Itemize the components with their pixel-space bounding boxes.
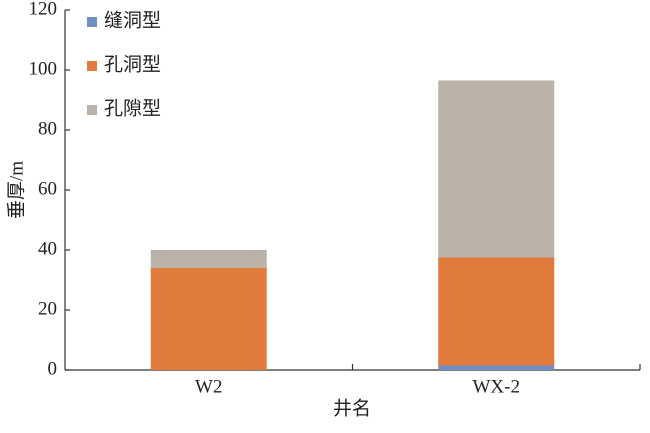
y-tick-label: 120 [29, 0, 58, 19]
y-tick-label: 100 [29, 58, 58, 79]
legend-label: 缝洞型 [104, 9, 161, 31]
x-tick-label: WX-2 [473, 376, 520, 397]
legend-label: 孔隙型 [104, 97, 161, 119]
bar-segment [150, 250, 267, 268]
y-tick-label: 80 [38, 118, 57, 139]
bar-segment [438, 257, 555, 366]
x-tick-label: W2 [195, 376, 222, 397]
legend-label: 孔洞型 [104, 53, 161, 75]
y-tick-label: 60 [38, 178, 57, 199]
bar-segment [438, 365, 555, 370]
y-tick-label: 40 [38, 238, 57, 259]
y-axis-title: 垂厚/m [5, 161, 27, 219]
legend-swatch [87, 61, 97, 71]
legend-swatch [87, 17, 97, 27]
y-tick-label: 0 [48, 358, 58, 379]
x-axis-title: 井名 [333, 397, 371, 419]
bar-segment [150, 268, 267, 370]
bar-segment [438, 80, 555, 258]
y-tick-label: 20 [38, 298, 57, 319]
legend-swatch [87, 105, 97, 115]
